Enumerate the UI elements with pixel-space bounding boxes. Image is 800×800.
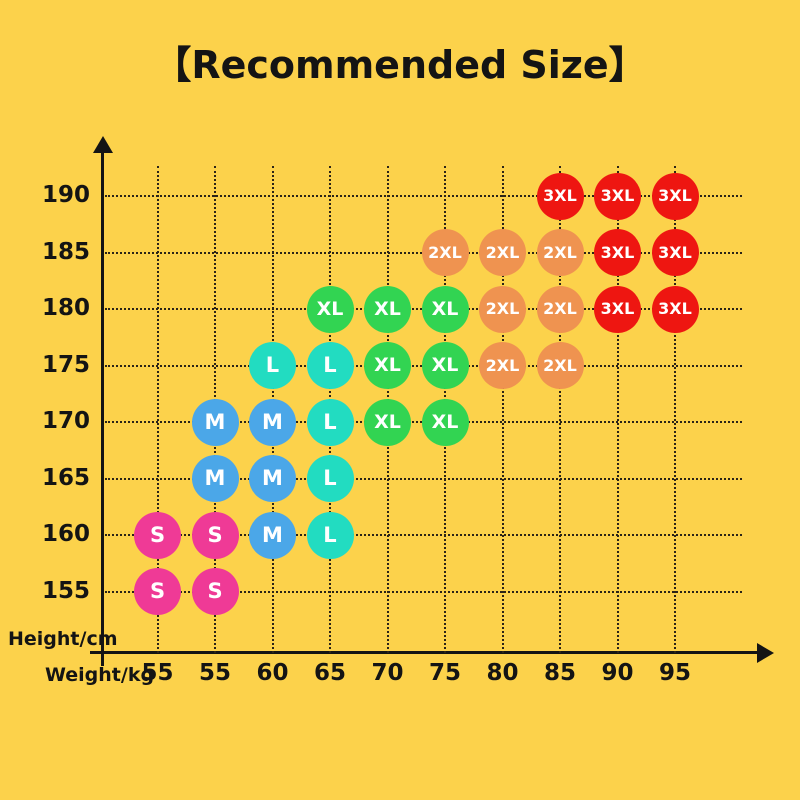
y-tick-label: 160 [41, 521, 90, 547]
x-tick-label: 85 [543, 660, 576, 686]
size-bubble: 3XL [651, 285, 699, 333]
size-bubble: M [249, 455, 296, 502]
size-bubble: XL [421, 398, 469, 446]
size-bubble: 2XL [536, 229, 584, 276]
y-tick-label: 175 [41, 351, 90, 378]
gridline-vertical [616, 166, 619, 653]
y-tick-label: 155 [41, 577, 90, 604]
size-bubble: 3XL [594, 229, 641, 276]
size-bubble: L [306, 342, 354, 389]
y-tick-label: 185 [41, 238, 90, 265]
size-bubble: M [191, 398, 239, 446]
x-tick-label: 60 [256, 660, 289, 686]
gridline-horizontal [105, 195, 742, 197]
gridline-horizontal [105, 534, 742, 536]
size-bubble: 3XL [594, 285, 641, 333]
size-bubble: L [249, 342, 296, 389]
size-bubble: L [306, 511, 354, 559]
x-tick-label: 70 [371, 660, 404, 686]
x-tick-label: 65 [313, 660, 346, 686]
size-bubble: L [306, 398, 354, 446]
x-tick-label: 95 [658, 660, 691, 686]
x-axis-line [90, 651, 760, 654]
size-bubble: 2XL [421, 229, 469, 276]
gridline-vertical [156, 166, 159, 653]
size-bubble: 3XL [594, 172, 641, 220]
size-bubble: XL [364, 398, 411, 446]
size-bubble: 2XL [536, 285, 584, 333]
gridline-horizontal [105, 477, 742, 480]
size-bubble: 3XL [651, 172, 699, 220]
size-bubble: M [249, 398, 296, 446]
gridline-vertical [674, 166, 676, 653]
size-bubble: 2XL [536, 342, 584, 389]
y-tick-label: 180 [41, 295, 90, 321]
size-bubble: L [306, 455, 354, 502]
size-bubble: M [249, 511, 296, 559]
size-bubble: S [134, 511, 181, 559]
gridline-vertical [559, 166, 561, 653]
size-bubble: S [191, 511, 239, 559]
size-bubble: XL [306, 285, 354, 333]
x-tick-label: 80 [486, 660, 519, 686]
y-tick-label: 165 [41, 464, 90, 491]
y-axis-title: Height/cm [8, 628, 118, 650]
gridline-vertical [501, 166, 504, 653]
size-bubble: XL [364, 285, 411, 333]
size-bubble: S [191, 568, 239, 615]
size-bubble: 3XL [536, 172, 584, 220]
x-tick-label: 90 [601, 660, 634, 686]
chart-title: 【Recommended Size】 [153, 43, 647, 87]
y-axis-arrow-icon [93, 136, 113, 153]
size-bubble: 2XL [479, 342, 526, 389]
x-axis-arrow-icon [757, 643, 774, 663]
size-bubble: 2XL [479, 229, 526, 276]
size-bubble: S [134, 568, 181, 615]
x-tick-label: 75 [428, 660, 461, 686]
y-tick-label: 170 [41, 408, 90, 434]
gridline-horizontal [105, 590, 742, 593]
size-bubble: XL [364, 342, 411, 389]
y-axis-line [101, 146, 104, 666]
x-tick-label: 55 [198, 660, 231, 686]
y-tick-label: 190 [41, 182, 90, 208]
size-bubble: 2XL [479, 285, 526, 333]
size-bubble: M [191, 455, 239, 502]
size-bubble: 3XL [651, 229, 699, 276]
size-bubble: XL [421, 285, 469, 333]
size-bubble: XL [421, 342, 469, 389]
x-axis-title: Weight/kg [45, 664, 155, 686]
x-tick-label: 55 [141, 660, 174, 686]
